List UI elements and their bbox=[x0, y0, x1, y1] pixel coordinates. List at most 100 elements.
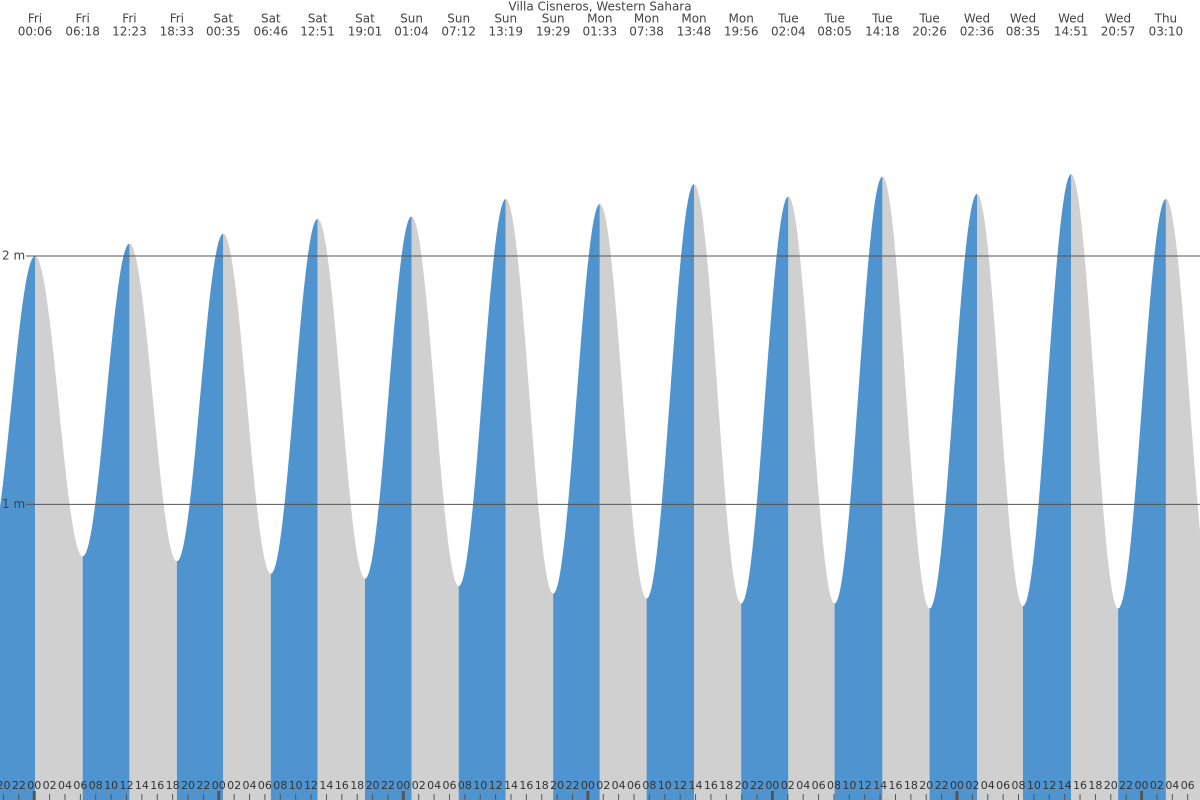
x-tick-label: 16 bbox=[335, 779, 349, 792]
extreme-time: 00:06 bbox=[18, 25, 53, 39]
extreme-time: 08:05 bbox=[817, 25, 852, 39]
rising-area bbox=[458, 198, 506, 800]
x-tick-label: 00 bbox=[212, 779, 226, 792]
x-tick-label: 22 bbox=[1119, 779, 1133, 792]
x-tick-label: 20 bbox=[550, 779, 564, 792]
rising-area bbox=[176, 233, 224, 800]
extreme-day: Tue bbox=[918, 12, 940, 26]
x-tick-label: 14 bbox=[135, 779, 149, 792]
x-tick-label: 22 bbox=[12, 779, 26, 792]
x-tick-label: 06 bbox=[442, 779, 456, 792]
extreme-day: Sat bbox=[355, 12, 375, 26]
extreme-day: Sat bbox=[261, 12, 281, 26]
x-tick-label: 12 bbox=[673, 779, 687, 792]
x-tick-label: 10 bbox=[289, 779, 303, 792]
rising-area bbox=[553, 203, 600, 800]
x-tick-label: 08 bbox=[642, 779, 656, 792]
x-tick-label: 00 bbox=[581, 779, 595, 792]
extreme-time: 12:23 bbox=[112, 25, 147, 39]
x-tick-label: 06 bbox=[627, 779, 641, 792]
x-tick-label: 00 bbox=[765, 779, 779, 792]
extreme-day: Fri bbox=[28, 12, 42, 26]
extreme-day: Sun bbox=[542, 12, 565, 26]
x-tick-label: 22 bbox=[381, 779, 395, 792]
extreme-time: 14:51 bbox=[1054, 25, 1089, 39]
extreme-time: 19:56 bbox=[724, 25, 759, 39]
x-tick-label: 00 bbox=[1135, 779, 1149, 792]
falling-area bbox=[788, 196, 835, 800]
x-tick-label: 10 bbox=[1027, 779, 1041, 792]
extreme-day: Mon bbox=[634, 12, 659, 26]
extreme-time: 18:33 bbox=[160, 25, 195, 39]
falling-area bbox=[223, 233, 271, 800]
x-tick-label: 08 bbox=[827, 779, 841, 792]
extreme-time: 01:33 bbox=[583, 25, 618, 39]
rising-area bbox=[1023, 174, 1072, 800]
x-tick-label: 14 bbox=[873, 779, 887, 792]
x-tick-label: 06 bbox=[812, 779, 826, 792]
rising-area bbox=[0, 255, 35, 800]
extreme-time: 12:51 bbox=[300, 25, 335, 39]
extreme-time: 06:46 bbox=[254, 25, 289, 39]
extreme-time: 03:10 bbox=[1149, 25, 1184, 39]
extreme-time: 01:04 bbox=[394, 25, 429, 39]
x-tick-label: 22 bbox=[196, 779, 210, 792]
x-tick-label: 02 bbox=[781, 779, 795, 792]
x-tick-label: 04 bbox=[58, 779, 72, 792]
extreme-day: Wed bbox=[1058, 12, 1084, 26]
extreme-day: Sat bbox=[308, 12, 328, 26]
extreme-time: 07:38 bbox=[629, 25, 664, 39]
grid bbox=[26, 255, 1200, 505]
x-tick-label: 22 bbox=[750, 779, 764, 792]
x-tick-label: 18 bbox=[1088, 779, 1102, 792]
x-tick-label: 00 bbox=[396, 779, 410, 792]
x-tick-label: 16 bbox=[888, 779, 902, 792]
labels: 1 m2 mFri00:06Fri06:18Fri12:23Fri18:33Sa… bbox=[0, 12, 1195, 800]
rising-area bbox=[929, 193, 977, 800]
x-tick-label: 18 bbox=[535, 779, 549, 792]
extreme-day: Thu bbox=[1154, 12, 1178, 26]
x-tick-label: 20 bbox=[1104, 779, 1118, 792]
extreme-time: 13:48 bbox=[677, 25, 712, 39]
extreme-time: 19:29 bbox=[536, 25, 571, 39]
x-tick-label: 02 bbox=[965, 779, 979, 792]
x-tick-label: 06 bbox=[258, 779, 272, 792]
extreme-time: 02:04 bbox=[771, 25, 806, 39]
extreme-time: 07:12 bbox=[441, 25, 476, 39]
x-tick-label: 06 bbox=[73, 779, 87, 792]
x-tick-label: 00 bbox=[950, 779, 964, 792]
y-tick-label: 1 m bbox=[2, 497, 25, 511]
extreme-time: 13:19 bbox=[488, 25, 523, 39]
x-tick-label: 08 bbox=[89, 779, 103, 792]
x-tick-label: 08 bbox=[1012, 779, 1026, 792]
chart-title: Villa Cisneros, Western Sahara bbox=[508, 0, 691, 14]
extreme-day: Mon bbox=[587, 12, 612, 26]
x-tick-label: 06 bbox=[996, 779, 1010, 792]
extreme-day: Tue bbox=[871, 12, 893, 26]
x-tick-label: 18 bbox=[166, 779, 180, 792]
x-tick-label: 22 bbox=[935, 779, 949, 792]
falling-area bbox=[129, 243, 177, 800]
x-tick-label: 10 bbox=[658, 779, 672, 792]
extreme-day: Fri bbox=[170, 12, 184, 26]
x-tick-label: 02 bbox=[1150, 779, 1164, 792]
falling-area bbox=[505, 198, 554, 800]
falling-area bbox=[34, 255, 83, 800]
extreme-day: Mon bbox=[729, 12, 754, 26]
x-tick-label: 02 bbox=[227, 779, 241, 792]
extreme-time: 19:01 bbox=[348, 25, 383, 39]
rising-area bbox=[82, 243, 130, 800]
extreme-day: Wed bbox=[1105, 12, 1131, 26]
falling-area bbox=[411, 216, 459, 800]
x-tick-label: 12 bbox=[304, 779, 318, 792]
rising-area bbox=[365, 216, 412, 800]
x-tick-label: 02 bbox=[596, 779, 610, 792]
x-tick-label: 12 bbox=[489, 779, 503, 792]
rising-area bbox=[646, 183, 695, 800]
x-tick-label: 08 bbox=[273, 779, 287, 792]
x-tick-label: 04 bbox=[243, 779, 257, 792]
falling-area bbox=[694, 183, 742, 800]
x-tick-label: 20 bbox=[366, 779, 380, 792]
rising-area bbox=[834, 176, 883, 800]
extreme-day: Wed bbox=[964, 12, 990, 26]
